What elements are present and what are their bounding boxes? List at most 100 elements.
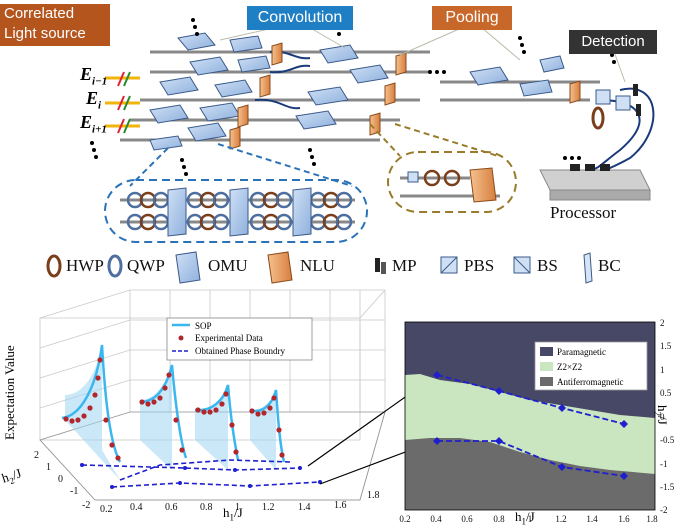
lower-boundary-line	[437, 440, 625, 477]
x-ticks-3d: 0.2 0.4 0.6 0.8 1 1.2 1.4 1.6 1.8	[100, 490, 380, 515]
upper-boundary-line	[436, 374, 625, 425]
data-point	[162, 385, 168, 391]
boundary-point	[183, 466, 187, 470]
data-point	[213, 407, 219, 413]
x-tick: 1.2	[262, 502, 275, 513]
data-point	[103, 417, 109, 423]
y-tick: -2	[82, 500, 90, 511]
boundary-point	[178, 481, 182, 485]
light-source-line1: Correlated	[4, 5, 75, 22]
data-point	[261, 410, 267, 416]
x-tick: 1	[235, 502, 240, 513]
legend-z2z2-swatch	[540, 362, 553, 371]
phase-y-label: h2/J	[652, 405, 670, 425]
light-source-line2: Light source	[4, 25, 86, 42]
antiferro-region	[405, 438, 655, 510]
x-tick: 0.2	[100, 504, 113, 515]
bs-label: BS	[537, 256, 558, 275]
phase-boundary-3d-markers	[80, 463, 322, 489]
nlu-blocks	[229, 42, 581, 150]
data-point	[179, 447, 185, 453]
y-tick: 0	[58, 474, 63, 485]
bs-icon	[513, 256, 531, 274]
field-sub: i	[98, 99, 102, 112]
data-point	[75, 417, 81, 423]
x-tick: 1.6	[618, 514, 630, 524]
data-point	[97, 357, 103, 363]
input-beams	[105, 71, 140, 134]
data-point	[249, 408, 255, 414]
field-sub: i−1	[92, 75, 108, 88]
data-point	[115, 455, 121, 461]
data-point	[276, 427, 282, 433]
legend-antiferro-label: Antiferromagnetic	[557, 377, 623, 387]
legend-z2z2-label: Z2×Z2	[557, 362, 582, 372]
field-sub: i+1	[92, 123, 107, 136]
data-point	[157, 395, 163, 401]
y-tick: 1.5	[660, 341, 672, 351]
detection-components	[591, 84, 641, 130]
x-tick: 1.4	[298, 502, 311, 513]
y-tick: 1	[46, 462, 51, 473]
phase-boundary-3d	[81, 459, 321, 488]
legend-paramagnetic-swatch	[540, 347, 553, 356]
data-point	[279, 452, 285, 458]
hwp-label: HWP	[66, 256, 104, 275]
legend-paramagnetic-label: Paramagnetic	[557, 347, 606, 357]
legend-antiferro-swatch	[540, 377, 553, 386]
x-tick: 0.2	[399, 514, 410, 524]
boundary-point	[233, 468, 237, 472]
y-ticks-3d: -2 -1 0 1 2	[34, 450, 90, 511]
omu-blocks	[149, 32, 565, 151]
x-tick: 0.8	[493, 514, 505, 524]
mp-label: MP	[392, 256, 417, 275]
y-tick: -0.5	[660, 435, 675, 445]
data-point	[81, 413, 87, 419]
z-axis-label: Expectation Value	[2, 345, 17, 440]
x-tick: 1	[528, 514, 533, 524]
boundary-point	[298, 466, 302, 470]
data-point	[195, 407, 201, 413]
omu-label: OMU	[208, 256, 248, 275]
boundary-markers	[433, 371, 628, 480]
field-e: E	[80, 64, 93, 84]
legend-boundary-label: Obtained Phase Boundry	[195, 346, 285, 356]
experimental-points	[63, 357, 285, 461]
qwp-icon	[107, 254, 123, 278]
data-point	[145, 401, 151, 407]
boundary-point	[620, 472, 628, 480]
boundary-point	[558, 463, 566, 471]
x-tick: 1.8	[367, 490, 380, 501]
legend-sop-label: SOP	[195, 321, 212, 331]
field-label-next: Ei+1	[80, 112, 107, 136]
data-point	[69, 418, 75, 424]
data-point	[109, 442, 115, 448]
legend-data-label: Experimental Data	[195, 333, 263, 343]
boundary-point	[248, 484, 252, 488]
y-tick: 0	[660, 412, 665, 422]
y-tick: -1	[660, 459, 668, 469]
data-point	[207, 409, 213, 415]
x-tick: 0.4	[430, 514, 442, 524]
legend-data-swatch	[178, 335, 184, 341]
x-tick: 0.6	[461, 514, 473, 524]
boundary-point	[620, 420, 628, 428]
phase-legend: Paramagnetic Z2×Z2 Antiferromagnetic	[534, 341, 648, 391]
chart-3d-floor	[39, 411, 386, 501]
data-point	[223, 391, 229, 397]
data-point	[151, 399, 157, 405]
boundary-point	[80, 463, 84, 467]
field-e: E	[80, 112, 93, 132]
x-tick: 0.8	[200, 502, 213, 513]
data-point	[87, 405, 93, 411]
data-point	[229, 422, 235, 428]
field-e: E	[86, 88, 99, 108]
qwp-label: QWP	[127, 256, 165, 275]
x-axis-label-3d: h1/J	[223, 505, 243, 523]
boundary-point	[110, 485, 114, 489]
data-point	[173, 417, 179, 423]
x-tick: 1.6	[334, 500, 347, 511]
pbs-label: PBS	[464, 256, 495, 275]
data-point	[95, 375, 101, 381]
